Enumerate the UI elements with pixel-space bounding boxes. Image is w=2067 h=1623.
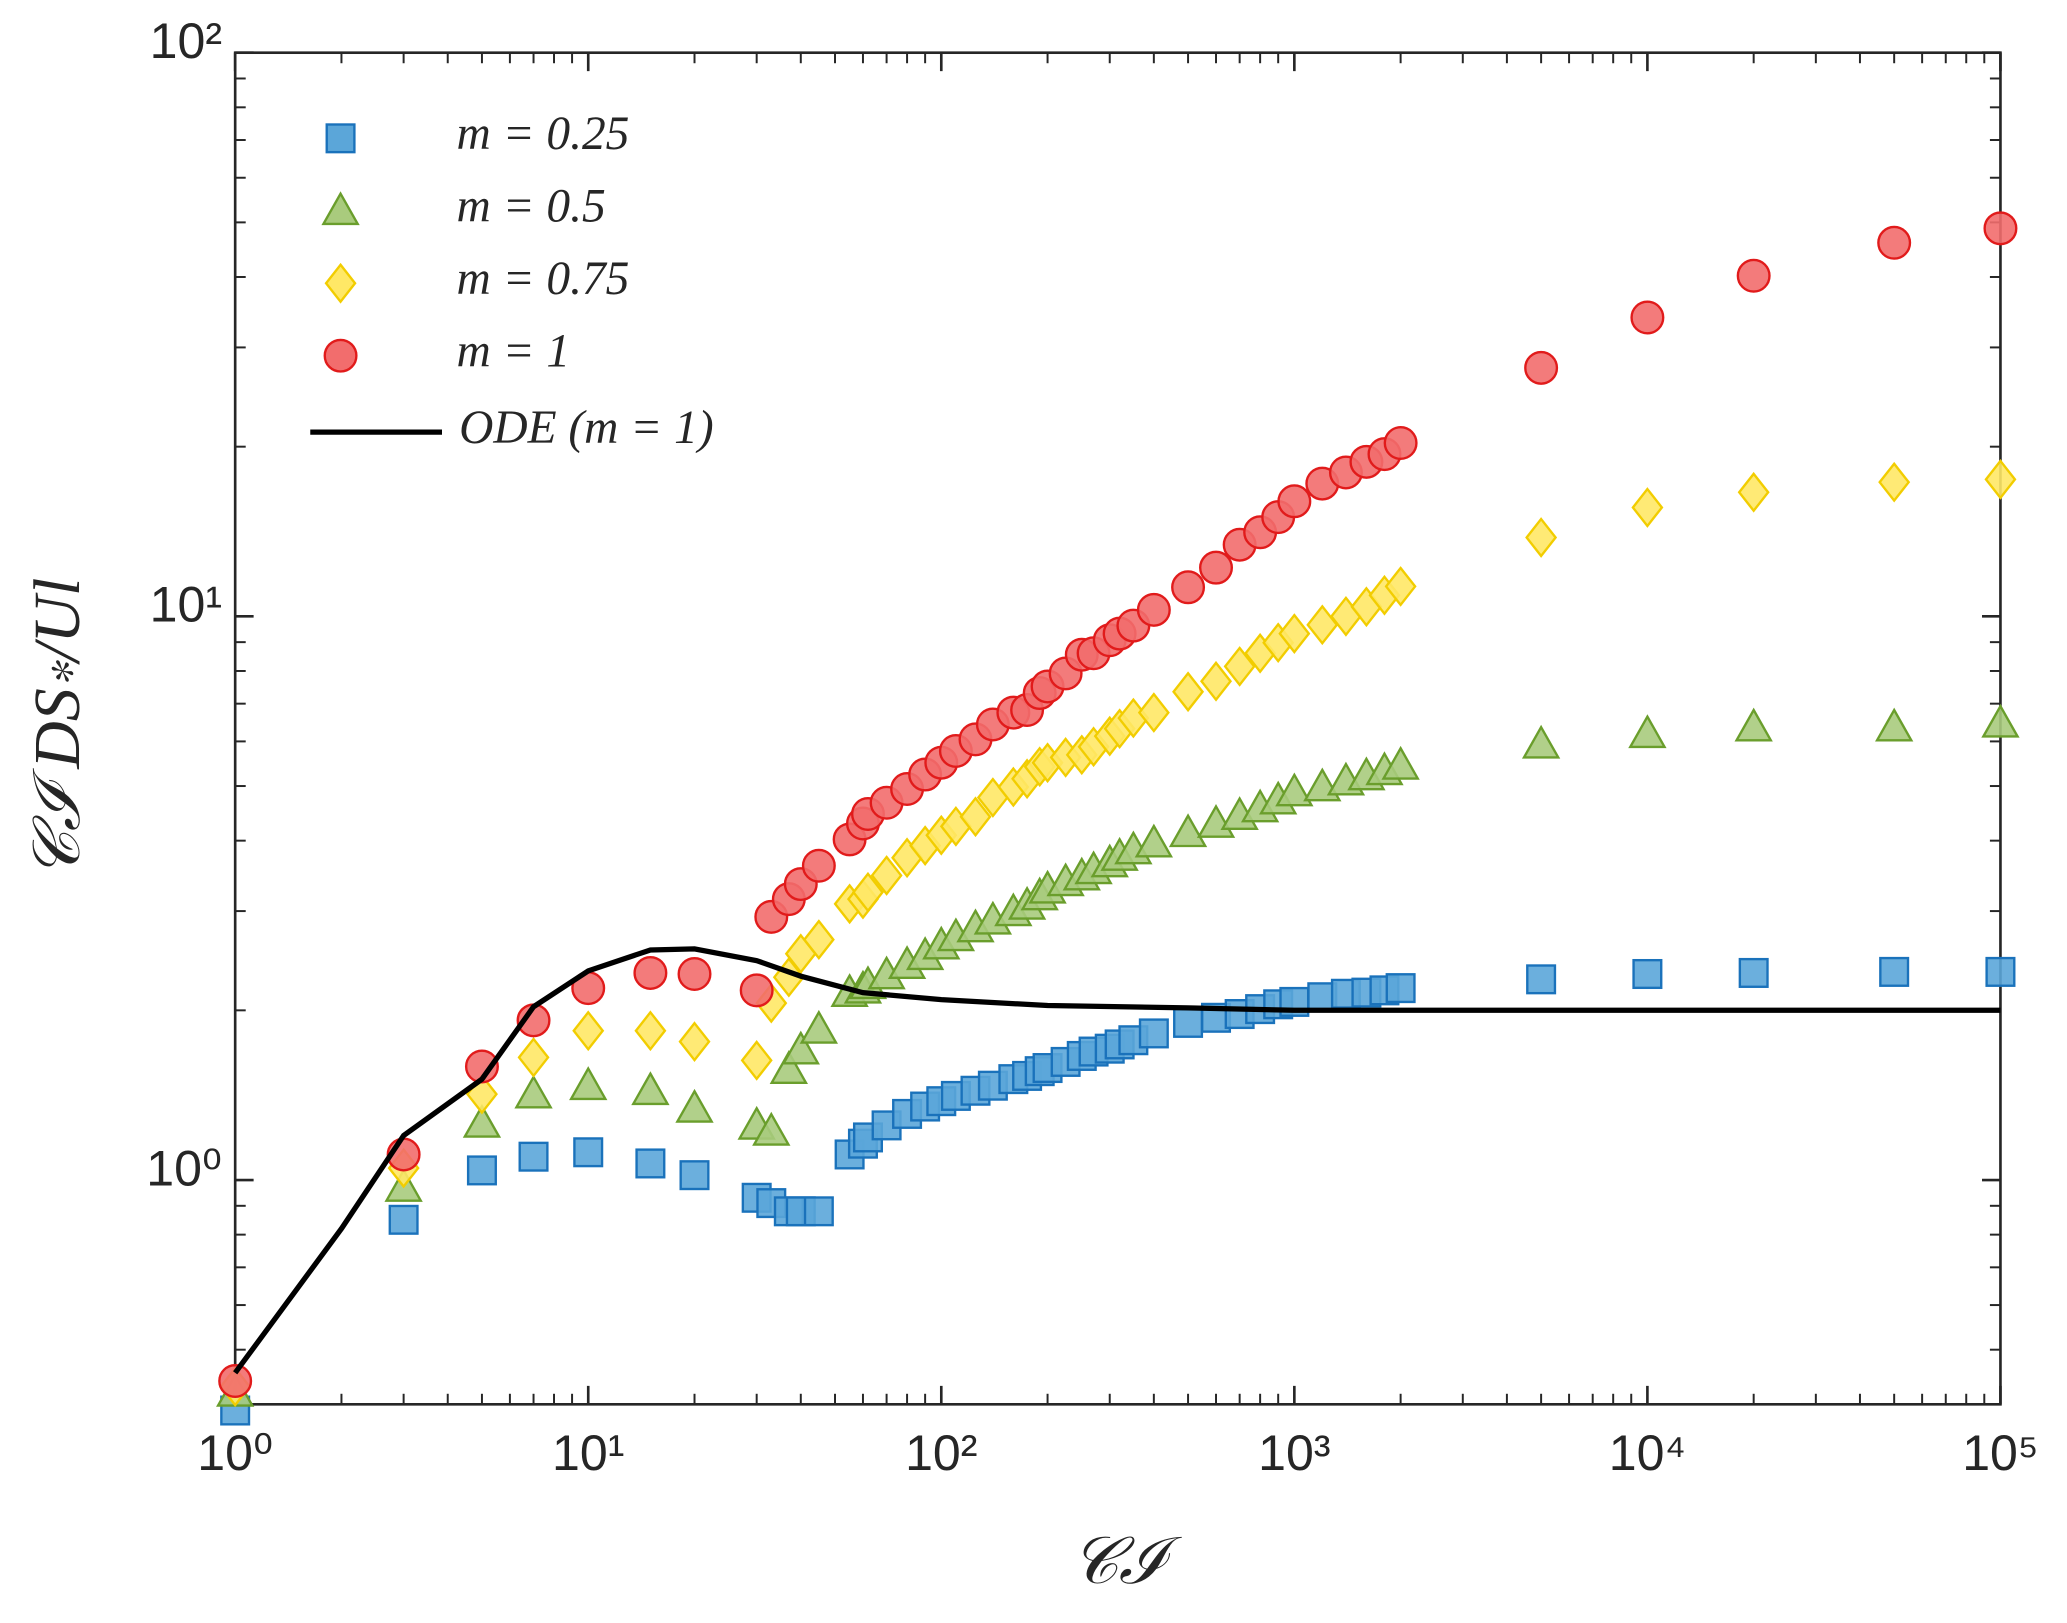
- point: [1173, 1007, 1204, 1038]
- ode-line: [233, 946, 2001, 1375]
- point: [1383, 426, 1418, 461]
- x-tick-label: 10⁰: [197, 1425, 273, 1481]
- point: [1384, 566, 1417, 607]
- point: [1525, 517, 1558, 558]
- point: [769, 1050, 808, 1084]
- point: [1984, 459, 2017, 500]
- point: [1877, 225, 1912, 260]
- y-axis-label: 𝒞ℐ DS∗/Ul: [21, 578, 94, 880]
- point: [675, 1088, 714, 1123]
- point: [1734, 707, 1773, 742]
- point: [1168, 813, 1208, 848]
- point: [1385, 973, 1416, 1004]
- x-tick-label: 10⁵: [1962, 1425, 2038, 1481]
- point: [518, 1141, 549, 1172]
- point: [1137, 692, 1170, 733]
- point: [1737, 471, 1770, 513]
- legend-swatch: [321, 191, 360, 226]
- point: [870, 855, 903, 896]
- legend-label: ODE (m = 1): [459, 402, 714, 454]
- point: [388, 1204, 419, 1235]
- point: [635, 1148, 666, 1179]
- x-axis-label: 𝒞ℐ: [1071, 1525, 1183, 1598]
- legend-label: m = 0.5: [456, 181, 605, 233]
- legend-swatch: [325, 123, 356, 154]
- point: [1199, 550, 1234, 585]
- y-tick-label: 10⁰: [146, 1140, 222, 1196]
- point: [631, 1071, 670, 1106]
- point: [1134, 823, 1174, 858]
- point: [799, 1009, 839, 1044]
- point: [803, 1196, 834, 1227]
- point: [802, 919, 835, 960]
- point: [739, 973, 774, 1008]
- point: [1631, 487, 1664, 528]
- point: [466, 1155, 497, 1186]
- point: [1524, 350, 1559, 385]
- point: [1138, 1018, 1169, 1049]
- point: [572, 1010, 605, 1052]
- point: [1526, 964, 1557, 995]
- point: [1278, 613, 1311, 654]
- point: [1172, 671, 1205, 713]
- point: [634, 1010, 667, 1052]
- x-tick-label: 10⁴: [1609, 1425, 1686, 1481]
- point: [514, 1074, 553, 1109]
- legend-label: m = 0.75: [456, 253, 629, 305]
- legend-label: m = 1: [456, 326, 570, 378]
- x-tick-label: 10³: [1258, 1425, 1330, 1481]
- point: [1628, 714, 1667, 749]
- point: [1136, 592, 1171, 627]
- point: [1200, 660, 1233, 702]
- point: [781, 1030, 820, 1065]
- legend-swatch: [323, 338, 358, 373]
- point: [1736, 258, 1771, 293]
- point: [1985, 956, 2016, 987]
- point: [1275, 772, 1314, 807]
- point: [517, 1037, 550, 1078]
- point: [1875, 707, 1914, 742]
- point: [1981, 703, 2020, 738]
- point: [218, 1363, 253, 1398]
- point: [679, 1160, 710, 1191]
- point: [462, 1103, 502, 1138]
- point: [1738, 957, 1769, 988]
- point: [1521, 724, 1561, 759]
- point: [1632, 958, 1663, 990]
- point: [569, 1066, 608, 1101]
- point: [678, 1021, 711, 1062]
- point: [1983, 211, 2018, 246]
- y-tick-label: 10¹: [150, 577, 222, 633]
- point: [1277, 484, 1312, 519]
- point: [1171, 570, 1206, 605]
- x-tick-label: 10¹: [552, 1425, 624, 1481]
- legend-label: m = 0.25: [456, 108, 629, 160]
- y-tick-label: 10²: [150, 13, 222, 69]
- point: [633, 955, 668, 990]
- point: [801, 848, 836, 883]
- point: [1879, 956, 1910, 987]
- point: [1381, 745, 1420, 780]
- point: [740, 1040, 773, 1081]
- point: [573, 1137, 604, 1168]
- point: [1878, 461, 1911, 503]
- point: [1223, 646, 1256, 687]
- x-tick-label: 10²: [905, 1425, 977, 1481]
- point: [677, 957, 712, 991]
- legend-swatch: [324, 262, 357, 304]
- point: [959, 796, 992, 838]
- point: [1630, 300, 1665, 335]
- point: [851, 871, 884, 913]
- point: [752, 1111, 791, 1146]
